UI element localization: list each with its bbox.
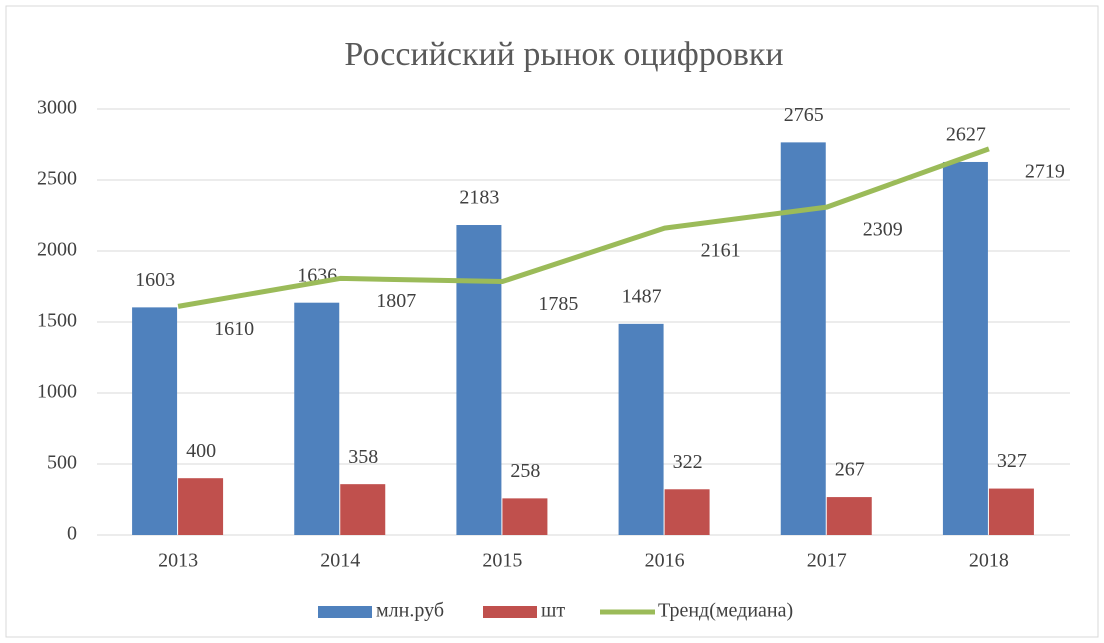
bar <box>618 323 664 535</box>
legend-swatch <box>483 606 537 618</box>
y-tick-label: 3000 <box>37 97 77 119</box>
legend-label: шт <box>541 600 565 622</box>
data-label: 258 <box>510 460 540 482</box>
data-label: 400 <box>186 440 216 462</box>
y-tick-label: 0 <box>67 523 77 545</box>
data-label: 1610 <box>214 318 254 340</box>
x-tick-label: 2018 <box>969 550 1009 572</box>
data-label: 267 <box>835 459 865 481</box>
data-label: 1603 <box>135 269 175 291</box>
data-label: 2183 <box>459 187 499 209</box>
trend-line <box>177 146 990 309</box>
bar <box>456 225 502 535</box>
x-tick-label: 2015 <box>482 550 522 572</box>
bar <box>988 488 1034 535</box>
y-tick-label: 2500 <box>37 168 77 190</box>
data-label: 1807 <box>376 290 416 312</box>
bar <box>132 307 178 535</box>
bar <box>664 489 710 535</box>
data-label: 2161 <box>701 240 741 262</box>
y-tick-label: 1000 <box>37 381 77 403</box>
bar <box>178 478 224 535</box>
data-label: 2719 <box>1025 160 1065 182</box>
data-label: 2627 <box>946 124 986 146</box>
legend-swatch <box>318 606 372 618</box>
y-tick-label: 500 <box>47 452 77 474</box>
data-label: 2309 <box>863 219 903 241</box>
data-label: 2765 <box>784 104 824 126</box>
y-tick-label: 2000 <box>37 239 77 261</box>
legend-label: млн.руб <box>376 600 444 622</box>
bar <box>502 498 548 535</box>
data-label: 322 <box>673 451 703 473</box>
data-label: 1487 <box>622 285 662 307</box>
legend-label: Тренд(медиана) <box>658 600 793 622</box>
x-tick-label: 2016 <box>645 550 685 572</box>
data-label: 1785 <box>538 293 578 315</box>
bar <box>942 161 988 535</box>
bar <box>780 142 826 535</box>
x-tick-label: 2013 <box>158 550 198 572</box>
data-label: 358 <box>348 446 378 468</box>
bar <box>340 484 386 535</box>
bar <box>826 497 872 535</box>
bar <box>294 302 340 535</box>
x-tick-label: 2014 <box>320 550 360 572</box>
chart-title: Российский рынок оцифровки <box>344 36 783 73</box>
y-tick-label: 1500 <box>37 310 77 332</box>
x-tick-label: 2017 <box>807 550 847 572</box>
data-label: 327 <box>997 450 1027 472</box>
